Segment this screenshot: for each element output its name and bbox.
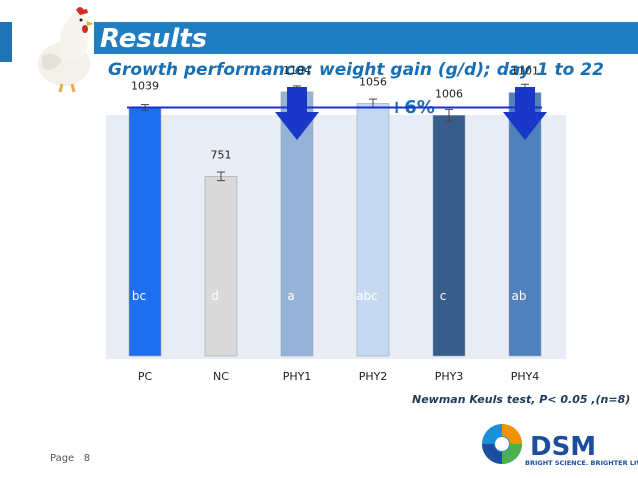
plot-background bbox=[106, 115, 566, 359]
logo-name: DSM bbox=[530, 432, 597, 462]
significance-letter: c bbox=[440, 289, 447, 303]
data-label: 751 bbox=[211, 148, 232, 161]
dsm-logo-icon bbox=[482, 424, 522, 464]
significance-letter: a bbox=[287, 289, 294, 303]
significance-letter: ab bbox=[512, 289, 527, 303]
bar-nc bbox=[204, 176, 238, 357]
statistics-footnote: Newman Keuls test, P< 0.05 ,(n=8) bbox=[412, 393, 631, 406]
bar-phy2 bbox=[356, 103, 390, 357]
bar-phy3 bbox=[432, 115, 466, 357]
significance-letter: abc bbox=[356, 289, 378, 303]
page-number: Page 8 bbox=[50, 453, 90, 464]
chicken-icon bbox=[38, 7, 94, 93]
tick-label: PHY4 bbox=[511, 370, 540, 383]
page-value: 8 bbox=[83, 453, 91, 464]
tick-label: PHY2 bbox=[359, 370, 388, 383]
logo-tagline: BRIGHT SCIENCE. BRIGHTER LIVING. bbox=[525, 459, 638, 467]
tick-label: PHY3 bbox=[435, 370, 464, 383]
data-label: 1039 bbox=[131, 79, 159, 92]
tick-label: NC bbox=[213, 370, 229, 383]
page-label: Page bbox=[50, 453, 75, 464]
tick-label: PHY1 bbox=[283, 370, 312, 383]
title-bar bbox=[94, 22, 638, 54]
data-label: 1056 bbox=[359, 75, 387, 88]
bar-pc bbox=[128, 107, 162, 357]
data-label: 1104 bbox=[283, 64, 311, 77]
tick-label: PC bbox=[138, 370, 153, 383]
slide-subtitle: Growth performance: weight gain (g/d); d… bbox=[108, 60, 604, 80]
data-label: 1101 bbox=[511, 65, 539, 78]
significance-letter: d bbox=[211, 289, 219, 303]
slide-title: Results bbox=[100, 24, 208, 54]
significance-letter: bc bbox=[132, 289, 146, 303]
data-label: 1006 bbox=[435, 87, 463, 100]
accent-bar bbox=[0, 22, 12, 62]
down-arrow-icon bbox=[503, 87, 547, 140]
down-arrow-icon bbox=[275, 87, 319, 140]
